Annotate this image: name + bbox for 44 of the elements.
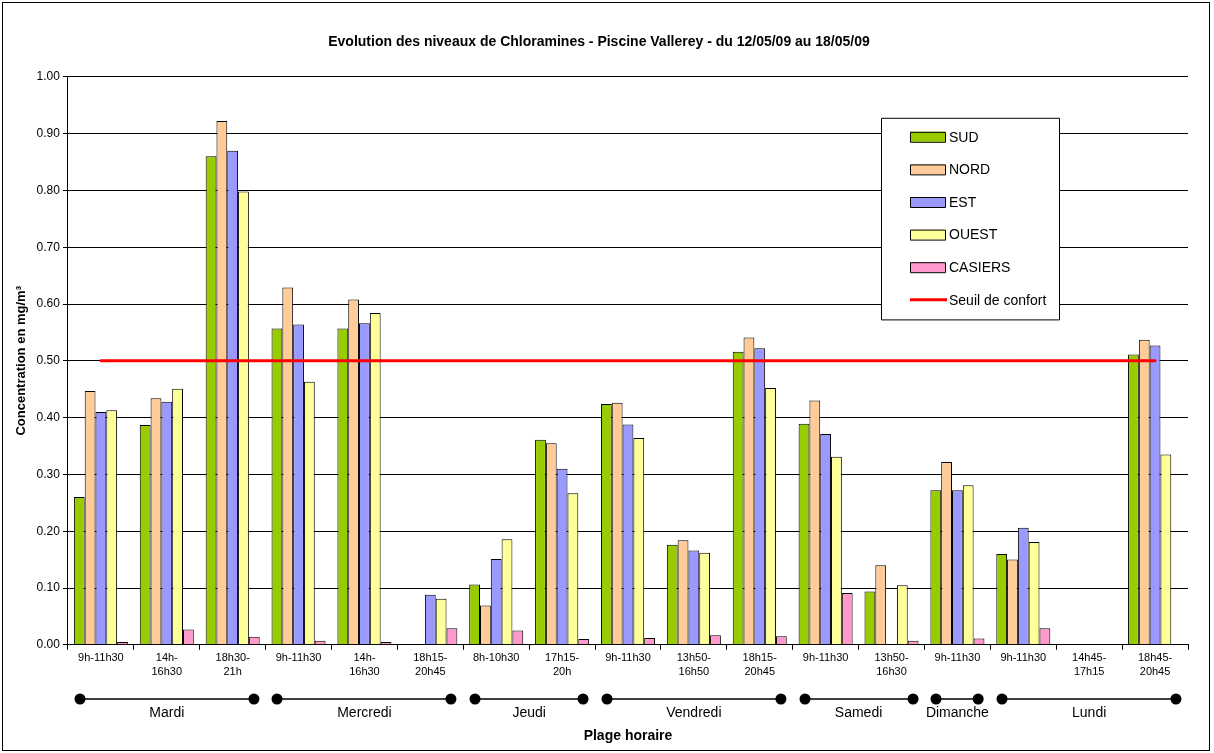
text: Mardi [149,704,185,720]
x-tick-label: 8h-10h30 [472,651,520,664]
x-tick-label: 9h-11h30 [605,651,651,664]
y-tick-label: 0.30 [36,466,61,481]
x-tick-label: 9h-11h30 [1000,651,1047,664]
y-tick-label: 0.40 [36,409,61,424]
y-tick-label: 1.00 [36,69,61,84]
legend-label: NORD [949,161,991,178]
text: Dimanche [925,704,989,720]
x-tick-label: 18h15-20h45 [413,651,448,677]
y-axis-title: Concentration en mg/m³ [13,285,29,436]
x-tick-label: 9h-11h30 [78,651,124,664]
y-tick-label: 0.80 [36,182,61,197]
x-tick-label: 13h50-16h50 [676,651,712,677]
legend-label: CASIERS [949,259,1011,276]
text: Vendredi [666,704,722,720]
x-tick-label: 14h-16h30 [151,651,183,677]
y-tick-label: 0.10 [36,580,61,595]
text: Jeudi [512,704,546,720]
y-tick-label: 0.50 [36,353,61,368]
chart-title: Evolution des niveaux de Chloramines - Piscine Vallerey - du 12/05/09 au 18/05/09 [328,33,870,50]
legend-label: SUD [949,128,979,145]
legend-label: EST [949,193,977,210]
y-tick-label: 0.90 [36,125,61,140]
legend-label: Seuil de confort [949,291,1047,308]
x-tick-label: 9h-11h30 [275,651,322,664]
x-tick-label: 13h50-16h30 [874,651,909,677]
y-tick-label: 0.20 [36,523,61,538]
legend-label: OUEST [949,226,998,243]
x-tick-label: 17h15-20h [544,651,580,677]
x-tick-label: 9h-11h30 [802,651,849,664]
x-tick-label: 14h45-17h15 [1072,651,1107,677]
text: Samedi [834,704,883,720]
text: Mercredi [337,704,392,720]
x-tick-label: 18h30-21h [215,651,251,677]
y-tick-label: 0.00 [36,637,61,652]
x-tick-label: 14h-16h30 [349,651,380,677]
y-tick-label: 0.70 [36,239,61,254]
x-tick-label: 9h-11h30 [934,651,981,664]
x-tick-label: 18h45-20h45 [1137,651,1173,677]
x-axis-title: Plage horaire [583,727,673,744]
x-tick-label: 18h15-20h45 [742,651,778,677]
text: Lundi [1072,704,1107,720]
y-tick-label: 0.60 [36,296,61,311]
